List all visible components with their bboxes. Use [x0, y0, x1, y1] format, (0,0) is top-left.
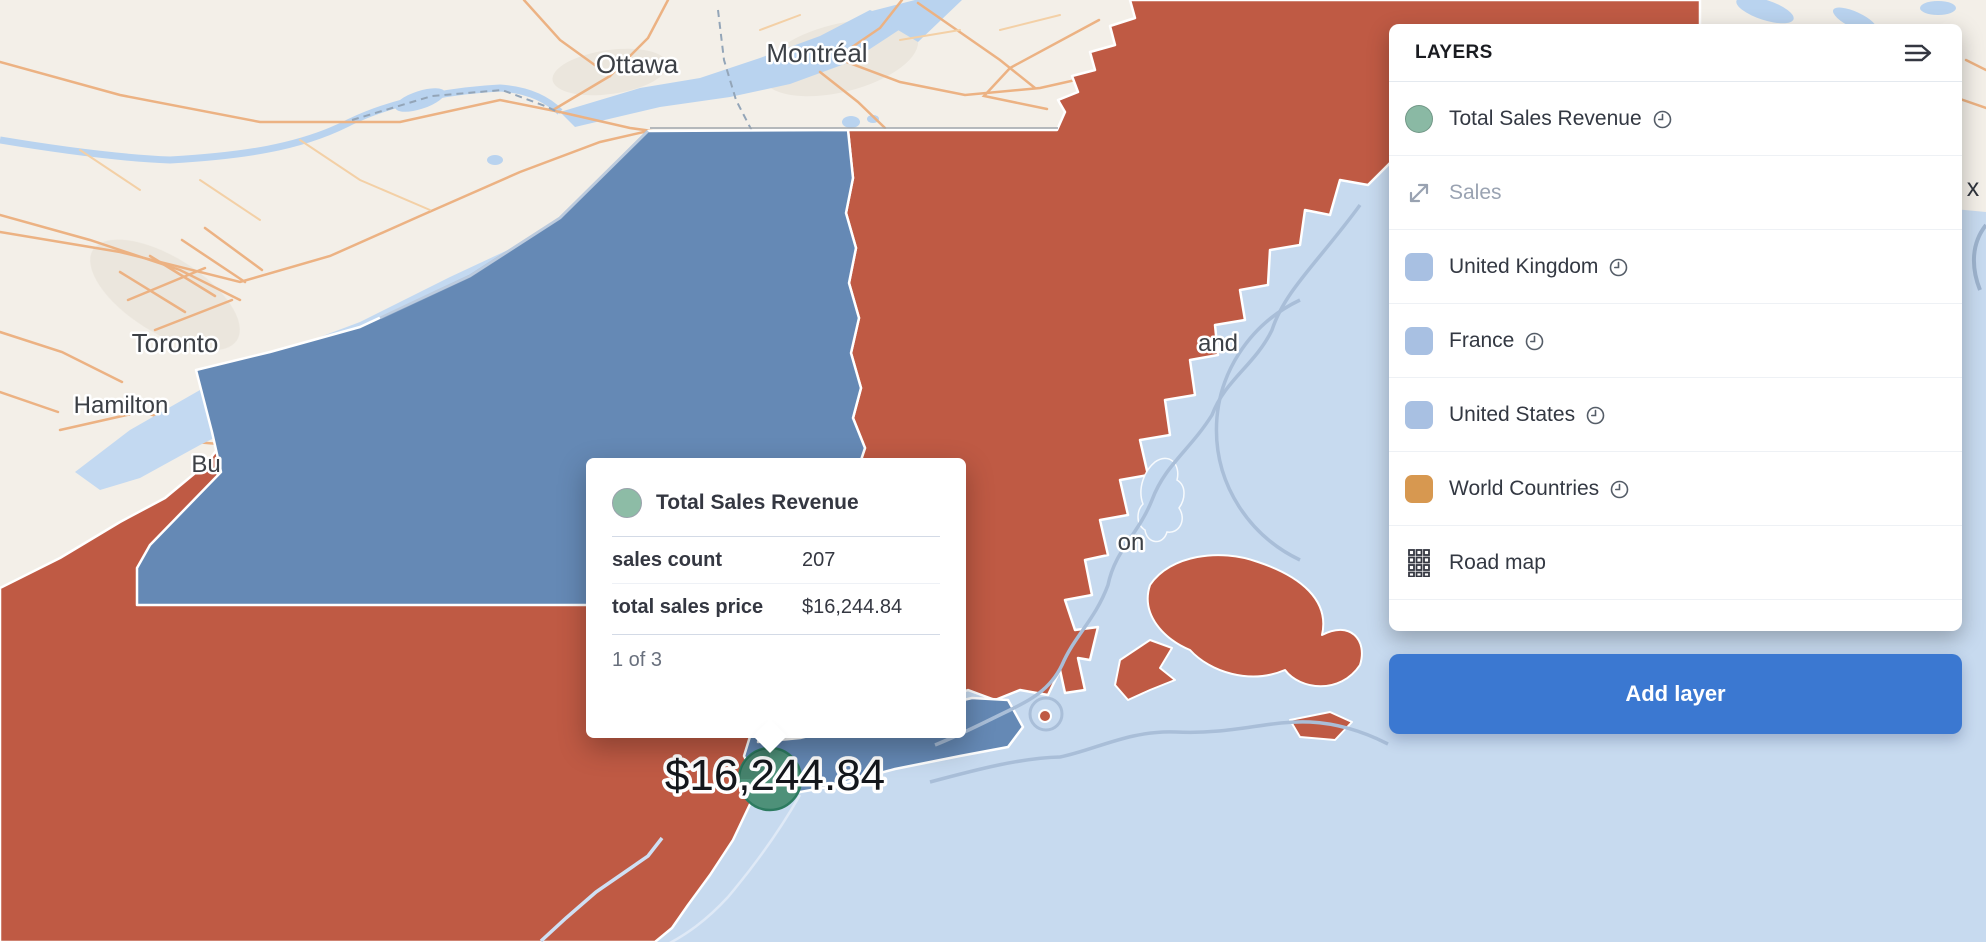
layer-label: Road map [1449, 550, 1546, 574]
clock-icon [1653, 110, 1671, 129]
label-boston-fragment: on [1118, 529, 1145, 556]
province-border [351, 9, 753, 132]
layer-label: Total Sales Revenue [1449, 106, 1642, 130]
clock-icon [1586, 406, 1605, 425]
layer-swatch-green-circle [1405, 104, 1433, 133]
layer-label: United Kingdom [1449, 254, 1599, 278]
tooltip-row-label: total sales price [612, 595, 764, 618]
tooltip-row-value: $16,244.84 [802, 595, 903, 618]
layer-swatch-blue-square [1405, 252, 1433, 281]
label-portland-fragment: and [1198, 330, 1238, 357]
layers-panel-header: LAYERS [1389, 24, 1962, 82]
layers-panel: LAYERS Total Sales Revenue [1389, 24, 1962, 631]
tooltip-title: Total Sales Revenue [656, 491, 859, 514]
trend-line-icon [1405, 179, 1433, 207]
label-hamilton: Hamilton [74, 392, 169, 419]
layer-item-united-states[interactable]: United States [1389, 378, 1962, 452]
layer-item-united-kingdom[interactable]: United Kingdom [1389, 230, 1962, 304]
roads [0, 0, 1986, 472]
tooltip-row: total sales price $16,244.84 [612, 584, 940, 630]
label-ottawa: Ottawa [596, 49, 679, 79]
minor-roads [79, 14, 1061, 221]
layer-label: United States [1449, 402, 1576, 426]
clock-icon [1610, 480, 1629, 499]
layer-label: France [1449, 328, 1515, 352]
label-montreal: Montréal [766, 38, 867, 68]
label-toronto: Toronto [132, 328, 219, 358]
layer-item-sales[interactable]: Sales [1389, 156, 1962, 230]
red-islands[interactable] [1038, 554, 1363, 741]
add-layer-button[interactable]: Add layer [1389, 654, 1962, 734]
collapse-panel-button[interactable] [1902, 39, 1936, 67]
layer-swatch-orange-square [1405, 474, 1433, 503]
layer-item-world-countries[interactable]: World Countries [1389, 452, 1962, 526]
layer-swatch-blue-square [1405, 400, 1433, 429]
marker-value-label: $16,244.84 [665, 751, 885, 800]
clock-icon [1526, 332, 1544, 351]
menu-right-icon [1904, 44, 1932, 61]
tooltip-row: sales count 207 [612, 537, 940, 583]
clock-icon [1610, 258, 1628, 277]
lake-winnipesaukee [1137, 457, 1185, 543]
edge-close-icon[interactable]: x [1966, 174, 1980, 202]
basemap-lines [379, 127, 1986, 942]
layer-item-france[interactable]: France [1389, 304, 1962, 378]
label-buffalo-fragment: Bu [191, 451, 220, 478]
layer-label: Sales [1449, 180, 1502, 204]
grid-icon [1405, 548, 1433, 577]
map-tooltip: Total Sales Revenue sales count 207 tota… [586, 458, 966, 753]
ottawa-river [0, 84, 563, 164]
layer-item-road-map[interactable]: Road map [1389, 526, 1962, 600]
layer-label: World Countries [1449, 476, 1600, 500]
tooltip-row-label: sales count [612, 548, 723, 571]
tooltip-header: Total Sales Revenue [612, 486, 940, 520]
layers-panel-title: LAYERS [1415, 41, 1493, 63]
layer-swatch-blue-square [1405, 326, 1433, 355]
layer-color-dot [612, 488, 642, 518]
tooltip-pagination: 1 of 3 [612, 649, 663, 671]
tooltip-row-value: 207 [802, 548, 836, 571]
layer-item-total-sales-revenue[interactable]: Total Sales Revenue [1389, 82, 1962, 156]
city-labels: Ottawa Montréal Toronto Hamilton Bu and … [71, 36, 1240, 559]
